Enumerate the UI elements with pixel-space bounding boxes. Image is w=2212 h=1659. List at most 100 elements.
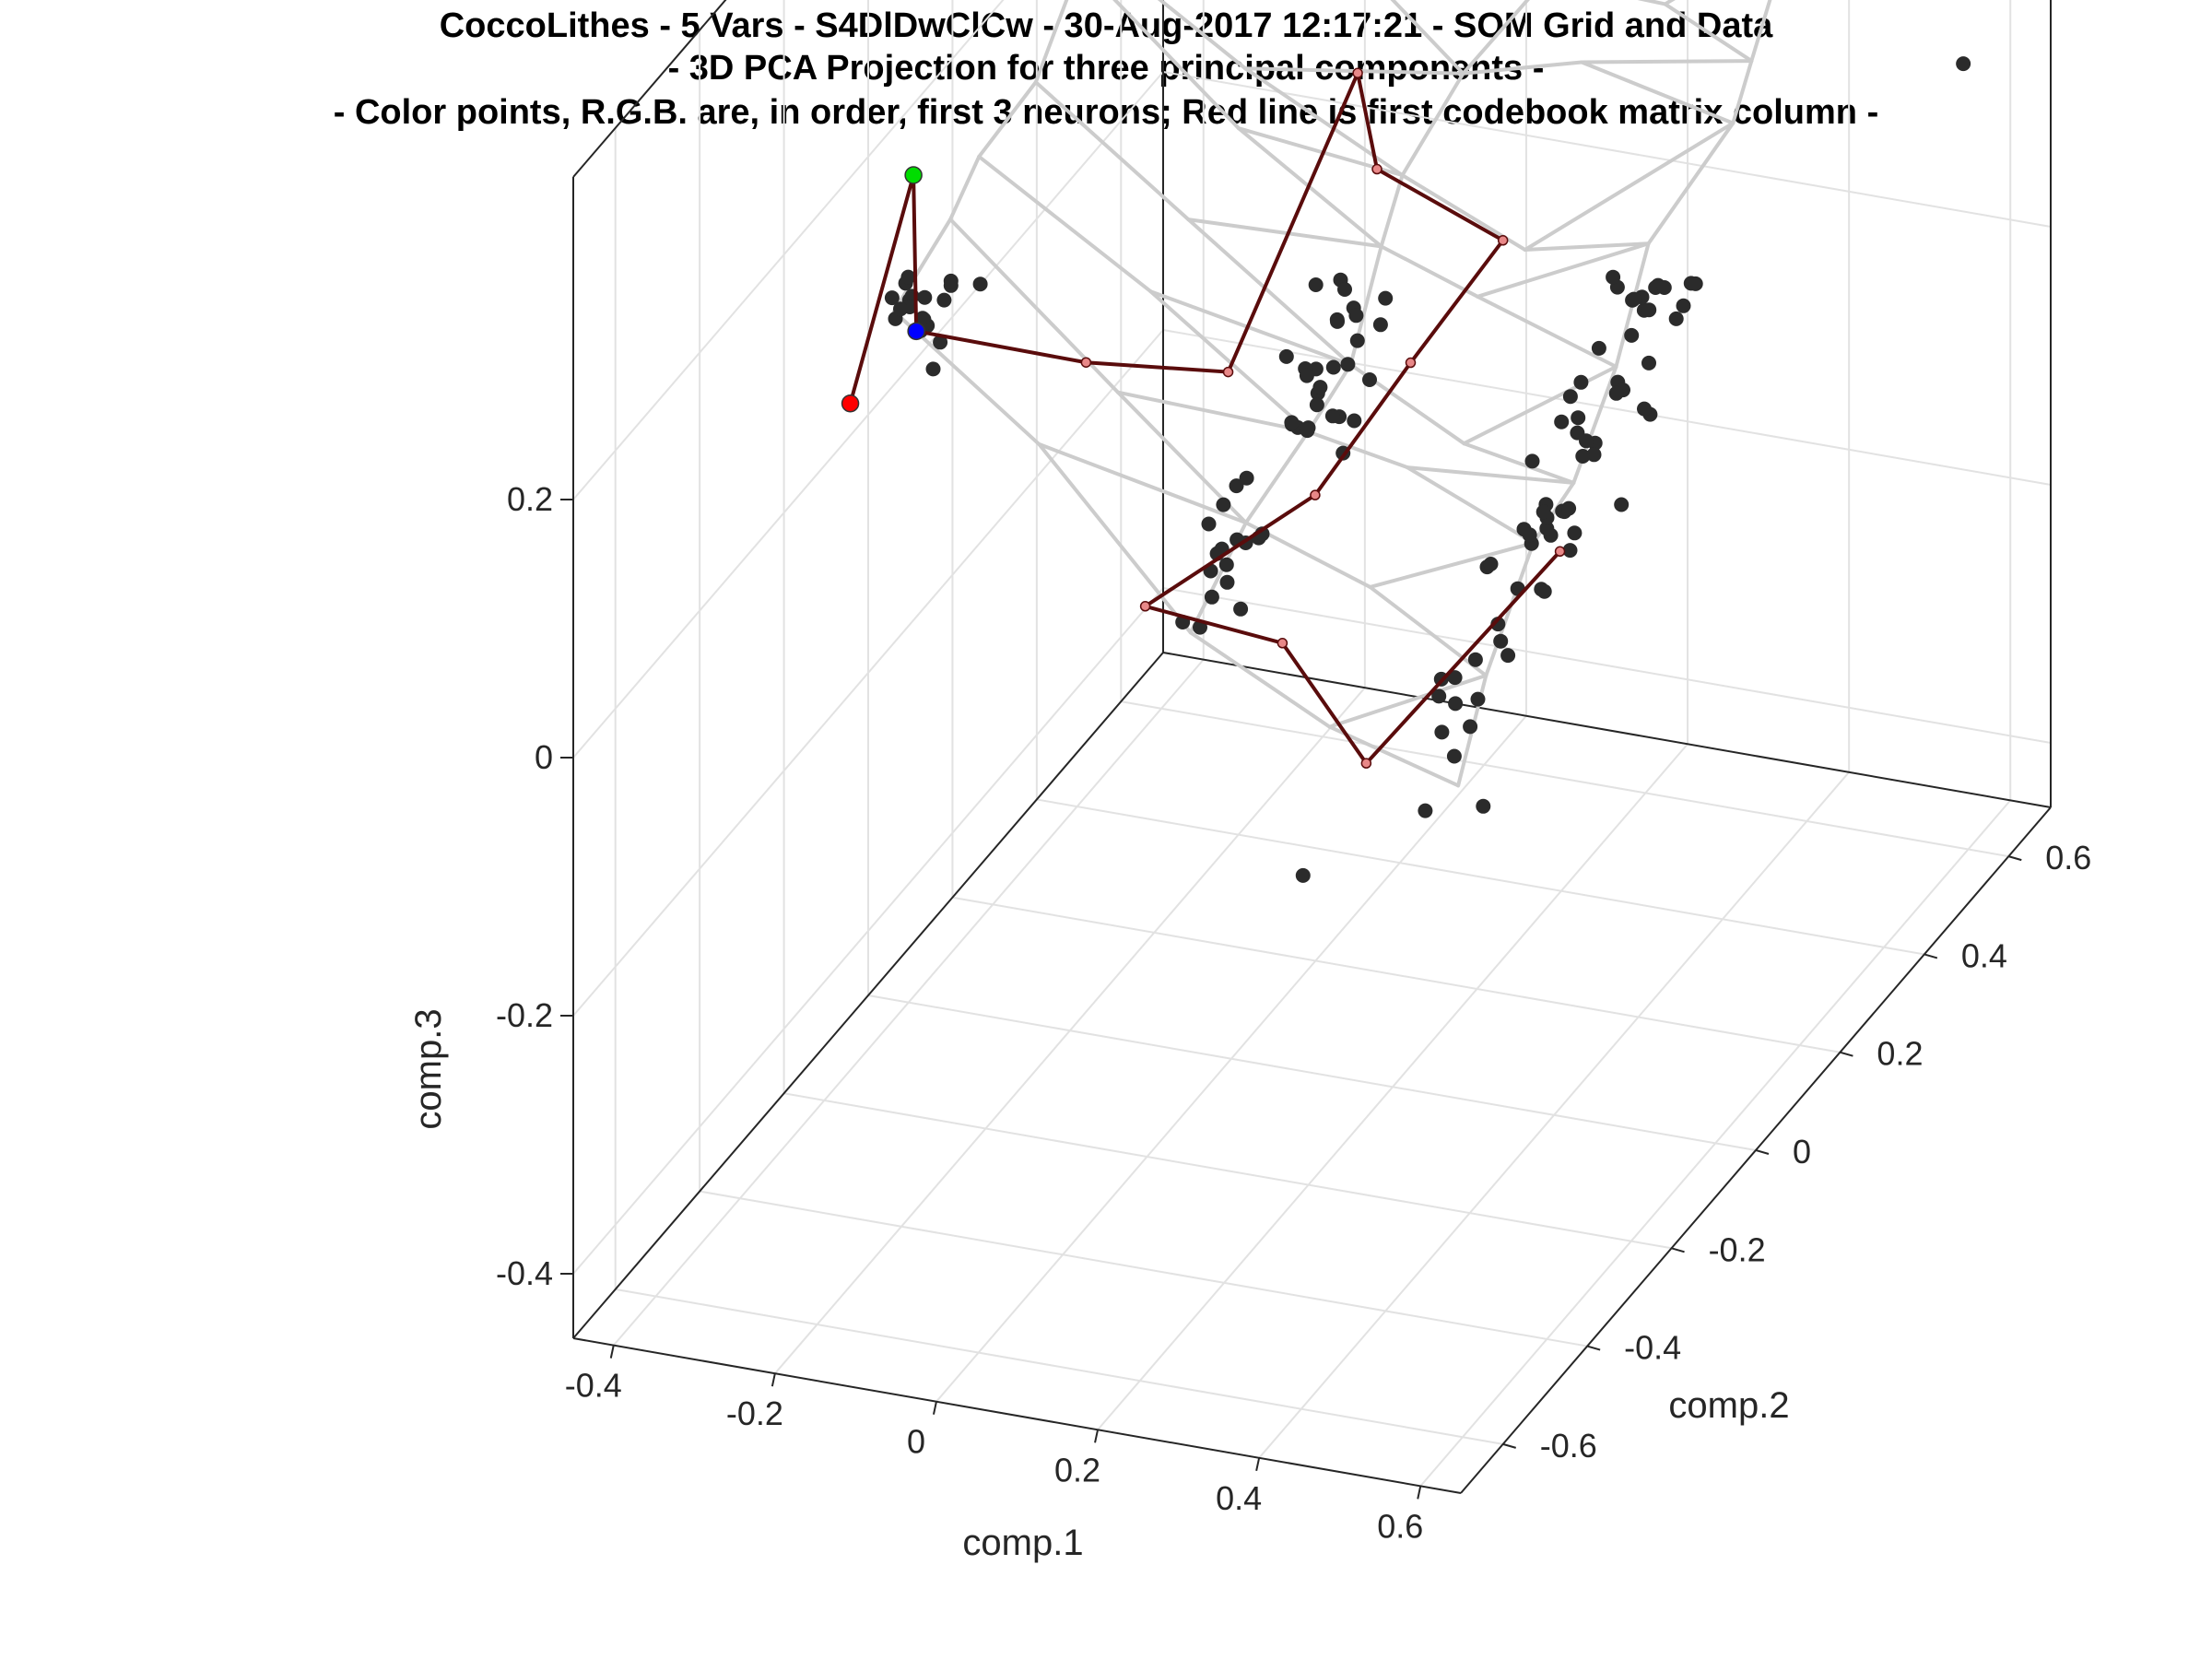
- data-point: [1606, 269, 1621, 285]
- y-tick-label: 0.4: [1961, 936, 2007, 974]
- x-tick-mark: [609, 1345, 615, 1359]
- data-point: [1624, 327, 1640, 343]
- x-tick-mark: [771, 1372, 776, 1387]
- floor-gridline-y: [952, 896, 1841, 1053]
- data-point: [1586, 447, 1602, 463]
- data-point: [1668, 311, 1684, 326]
- som-grid-edge: [1523, 121, 1735, 252]
- codebook-node: [1360, 758, 1372, 769]
- data-point: [933, 335, 948, 350]
- data-point: [1467, 652, 1483, 667]
- y-tick-label: 0.2: [1877, 1035, 1923, 1073]
- z-tick-label: 0.2: [507, 480, 553, 518]
- data-point: [925, 361, 941, 377]
- data-point: [1561, 500, 1577, 516]
- z-tick-label: -0.4: [496, 1254, 553, 1292]
- x-tick-label: 0.4: [1216, 1479, 1262, 1517]
- data-point: [1284, 415, 1300, 430]
- chart-subtitle: - 3D PCA Projection for three principal …: [667, 49, 1545, 88]
- y-tick-mark: [2008, 855, 2022, 862]
- floor-gridline-y: [1121, 700, 2009, 858]
- som-grid-edge: [1327, 673, 1488, 729]
- axes-box-edge: [1162, 652, 2052, 808]
- som-grid-edge: [1306, 429, 1409, 470]
- gridlines: [572, 0, 2052, 1488]
- codebook-node: [1371, 163, 1382, 175]
- codebook-path: [848, 66, 1562, 767]
- som-grid-edge: [1368, 584, 1488, 677]
- data-point: [1614, 497, 1630, 512]
- data-point: [915, 311, 930, 326]
- axes-box: [572, 0, 2052, 1494]
- x-tick-mark: [1255, 1457, 1261, 1472]
- x-tick-label: -0.4: [565, 1367, 622, 1405]
- som-grid-edge: [1405, 465, 1576, 485]
- data-point: [884, 290, 900, 306]
- data-point: [900, 269, 916, 285]
- data-point: [1337, 282, 1352, 297]
- codebook-node: [1139, 601, 1151, 612]
- data-point: [1324, 408, 1340, 424]
- som-grid-edge: [1033, 0, 1069, 85]
- data-point: [1579, 433, 1594, 449]
- som-grid-edge: [1157, 0, 1248, 71]
- x-tick-label: 0: [907, 1423, 925, 1461]
- som-grid-edge: [1033, 80, 1191, 222]
- data-point: [1201, 516, 1217, 532]
- y-tick-mark: [1586, 1345, 1601, 1351]
- x-axis-label: comp.1: [962, 1523, 1083, 1563]
- data-point: [1591, 340, 1606, 356]
- y-tick-label: 0: [1793, 1133, 1811, 1171]
- axes-box-edge: [572, 652, 1164, 1339]
- som-grid-edge: [1749, 0, 1772, 64]
- som-grid-edge: [1306, 362, 1353, 434]
- data-point: [1434, 724, 1450, 740]
- data-point: [1299, 368, 1314, 383]
- som-grid-edge: [1405, 465, 1535, 546]
- data-point: [1448, 696, 1464, 712]
- data-point: [1493, 633, 1509, 649]
- som-grid-edge: [1523, 241, 1651, 252]
- y-tick-mark: [1671, 1247, 1685, 1253]
- floor-gridline-y: [699, 1190, 1588, 1347]
- data-point: [1522, 527, 1537, 543]
- data-point: [1608, 385, 1624, 401]
- back-gridline-z: [1162, 71, 2052, 228]
- data-point: [1470, 691, 1486, 707]
- floor-gridline-y: [783, 1092, 1672, 1250]
- data-point: [943, 273, 959, 288]
- data-point: [1325, 359, 1341, 375]
- y-tick-mark: [1755, 1149, 1770, 1155]
- data-point: [1476, 798, 1491, 814]
- som-grid-edge: [1531, 480, 1576, 546]
- som-grid-edge: [1461, 0, 1530, 76]
- back-gridline-z: [1162, 329, 2052, 486]
- data-point: [1216, 497, 1231, 512]
- som-grid-edge: [1637, 0, 1667, 6]
- som-grid-edge: [1580, 60, 1735, 125]
- data-point: [1535, 504, 1551, 520]
- data-point: [1446, 748, 1462, 764]
- y-tick-label: 0.6: [2045, 839, 2091, 877]
- som-grid-edge: [1243, 66, 1405, 178]
- y-tick-mark: [1840, 1051, 1853, 1057]
- data-point: [1641, 355, 1656, 371]
- data-points: [884, 56, 1971, 883]
- data-point: [1463, 719, 1478, 735]
- data-point: [1447, 670, 1463, 686]
- data-point: [1308, 277, 1324, 292]
- data-point: [1330, 313, 1345, 329]
- som-grid-edge: [1327, 724, 1461, 788]
- data-point: [1218, 557, 1234, 572]
- codebook-node: [1497, 235, 1509, 246]
- x-tick-mark: [932, 1401, 937, 1415]
- som-grid-edge: [1188, 630, 1332, 729]
- codebook-node: [1310, 489, 1321, 500]
- data-point: [1500, 648, 1516, 664]
- neuron-2-marker: [904, 166, 923, 184]
- neuron-markers: [841, 166, 925, 413]
- data-point: [1571, 410, 1586, 426]
- data-point: [1641, 302, 1657, 318]
- data-point: [1309, 397, 1324, 413]
